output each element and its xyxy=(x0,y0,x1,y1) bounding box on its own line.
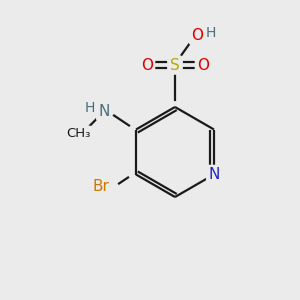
Text: O: O xyxy=(141,58,153,73)
Text: H: H xyxy=(206,26,216,40)
Text: H: H xyxy=(85,100,95,115)
Text: N: N xyxy=(208,167,220,182)
Text: N: N xyxy=(98,104,110,119)
Text: O: O xyxy=(197,58,209,73)
Text: CH₃: CH₃ xyxy=(66,127,90,140)
Text: S: S xyxy=(170,58,180,73)
Text: O: O xyxy=(191,28,203,43)
Text: Br: Br xyxy=(93,179,110,194)
